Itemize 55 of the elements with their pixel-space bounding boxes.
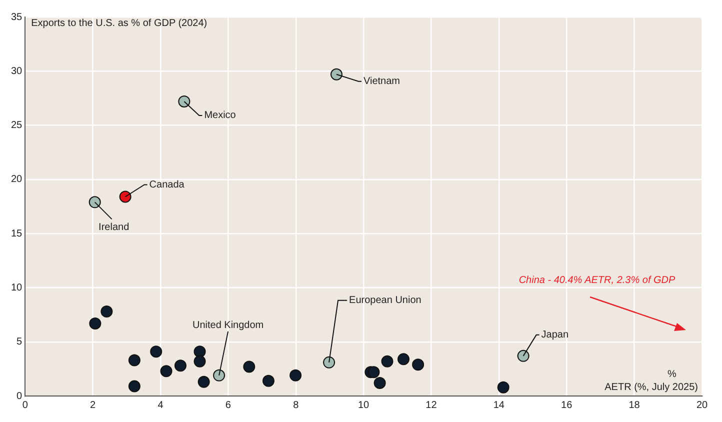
point: [89, 317, 102, 330]
annotation: United Kingdom: [192, 320, 264, 332]
point: [497, 381, 510, 394]
point: [262, 374, 274, 387]
y-tick-label: 30: [11, 66, 23, 77]
annotation: Ireland: [98, 222, 130, 233]
y-axis-title: Exports to the U.S. as % of GDP (2024): [31, 18, 208, 29]
annotation: %: [668, 368, 677, 380]
point: [160, 365, 172, 378]
x-tick-label: 14: [493, 400, 505, 411]
annotation: Vietnam: [363, 76, 400, 88]
point: [128, 380, 140, 392]
y-tick-label: 15: [11, 228, 23, 240]
y-tick-label: 5: [16, 336, 23, 348]
y-tick-label: 20: [11, 174, 23, 186]
y-tick-label: 10: [11, 282, 23, 294]
point: [150, 346, 162, 358]
point: [213, 369, 226, 382]
point: [100, 306, 113, 318]
x-tick-label: 12: [426, 400, 438, 411]
x-tick-label: 10: [358, 400, 370, 411]
point: [128, 354, 140, 366]
y-tick-label: 35: [11, 12, 23, 23]
point: [88, 196, 101, 208]
point: [198, 376, 210, 388]
annotation: Canada: [149, 180, 185, 191]
x-tick-label: 4: [158, 400, 164, 411]
point: [194, 346, 206, 358]
point: [381, 355, 394, 368]
point: [374, 377, 386, 390]
x-axis-title: AETR (%, July 2025): [604, 382, 698, 393]
y-tick-label: 0: [16, 390, 23, 402]
point: [368, 366, 380, 378]
x-tick-label: 18: [628, 400, 640, 411]
x-tick-label: 20: [696, 400, 708, 411]
point: [517, 350, 530, 362]
point: [119, 190, 132, 203]
point: [290, 369, 302, 382]
x-tick-label: 8: [293, 400, 300, 411]
x-tick-label: 6: [225, 400, 232, 411]
point: [243, 360, 256, 373]
annotation: Mexico: [204, 110, 236, 122]
point: [412, 358, 424, 371]
point: [174, 360, 186, 372]
point: [323, 356, 336, 368]
annotation: European Union: [349, 295, 422, 306]
point: [194, 355, 206, 368]
annotation: Japan: [541, 330, 569, 341]
point: [330, 68, 342, 80]
x-tick-label: 2: [90, 400, 96, 411]
point: [178, 95, 190, 108]
point: [398, 353, 410, 366]
y-tick-label: 25: [11, 120, 23, 132]
x-tick-label: 16: [561, 400, 573, 411]
annotation: China - 40.4% AETR, 2.3% of GDP: [518, 274, 676, 286]
